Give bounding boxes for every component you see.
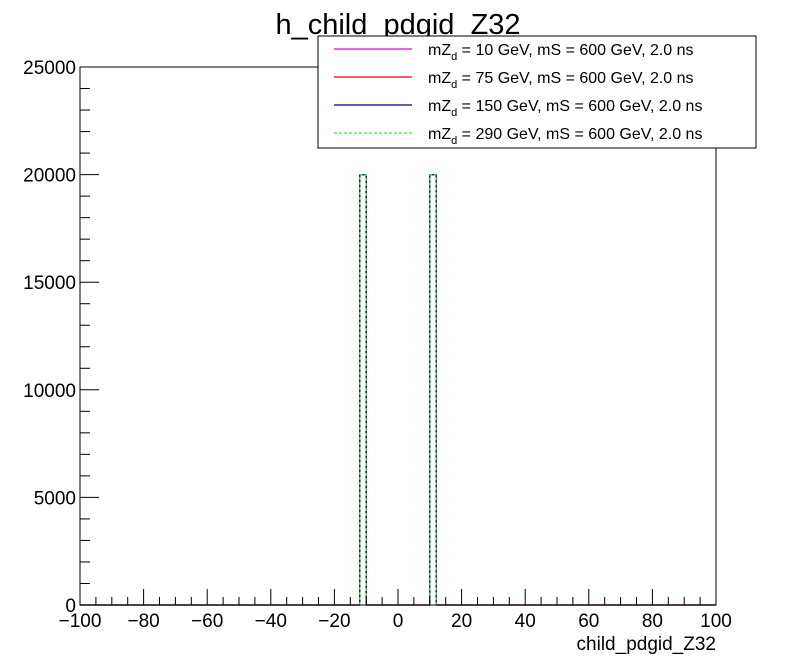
x-tick-label: 60 — [578, 611, 599, 632]
x-axis-title: child_pdgid_Z32 — [577, 634, 716, 655]
plot-area — [80, 173, 716, 606]
x-tick-label: −100 — [59, 611, 102, 632]
x-tick-label: 100 — [700, 611, 732, 632]
y-tick-label: 20000 — [23, 166, 76, 187]
series-line-3 — [80, 173, 716, 606]
legend-entry-4: mZd = 290 GeV, mS = 600 GeV, 2.0 ns — [428, 126, 702, 147]
x-tick-label: −80 — [127, 611, 159, 632]
legend-entry-3: mZd = 150 GeV, mS = 600 GeV, 2.0 ns — [428, 98, 702, 119]
x-tick-label: −40 — [255, 611, 287, 632]
legend-box — [317, 35, 757, 149]
x-tick-label: 80 — [642, 611, 663, 632]
y-tick-label: 0 — [65, 596, 76, 617]
y-tick-label: 10000 — [23, 381, 76, 402]
series-line-1 — [80, 173, 716, 606]
series-line-4 — [80, 173, 716, 606]
x-tick-label: −20 — [318, 611, 350, 632]
x-tick-label: 40 — [515, 611, 536, 632]
y-tick-label: 25000 — [23, 58, 76, 79]
legend: mZd = 10 GeV, mS = 600 GeV, 2.0 ns mZd = … — [317, 35, 757, 149]
legend-entry-1: mZd = 10 GeV, mS = 600 GeV, 2.0 ns — [428, 42, 694, 63]
axes: −100 −80 −60 −40 −20 0 20 40 60 80 100 0 5000 10000 15… — [23, 58, 732, 632]
series-line-2 — [80, 173, 716, 606]
x-tick-label: 0 — [393, 611, 404, 632]
x-tick-label: 20 — [451, 611, 472, 632]
x-tick-label: −60 — [191, 611, 223, 632]
legend-entry-2: mZd = 75 GeV, mS = 600 GeV, 2.0 ns — [428, 70, 694, 91]
y-tick-label: 15000 — [23, 273, 76, 294]
y-tick-label: 5000 — [34, 488, 76, 509]
